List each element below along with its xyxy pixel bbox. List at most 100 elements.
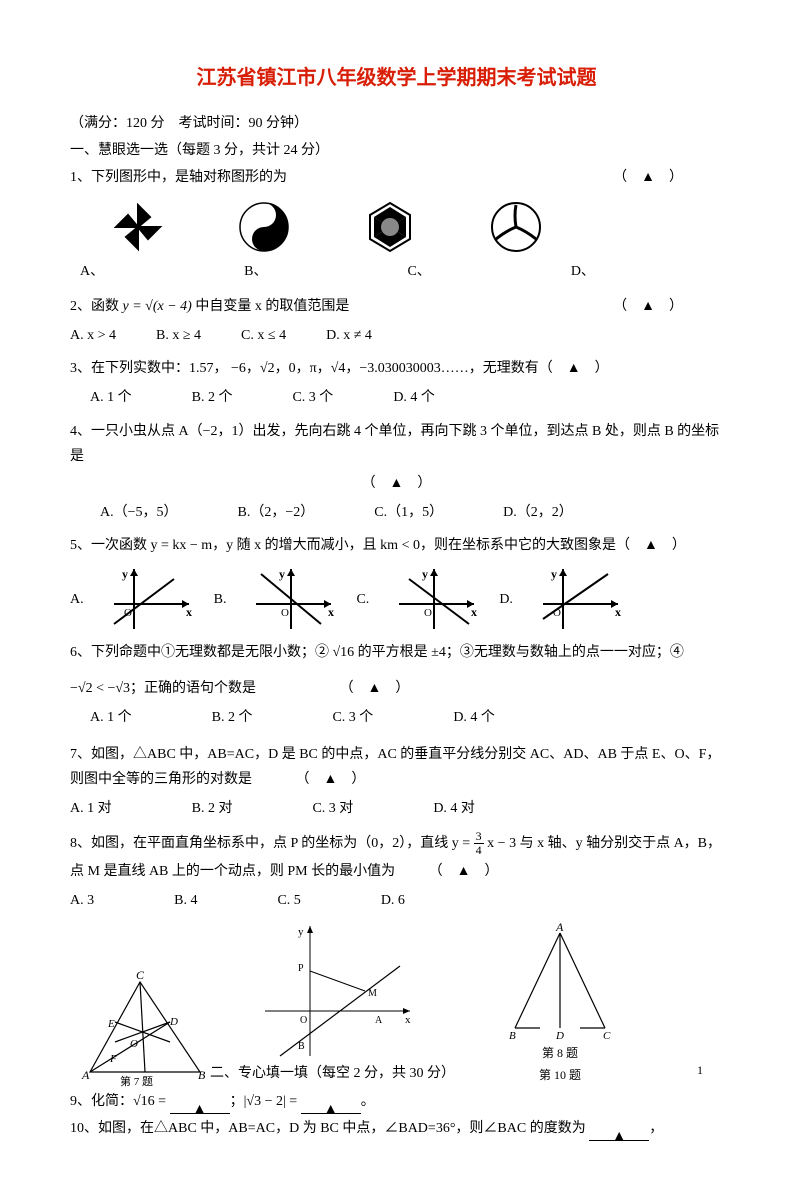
- q7-paren: （ ▲ ）: [296, 772, 366, 787]
- figures-row: C A B E D O F 第 7 题 xy O P M A B 二、专心填一填…: [70, 921, 723, 1086]
- q4-stem: 4、一只小虫从点 A（−2，1）出发，先向右跳 4 个单位，再向下跳 3 个单位…: [70, 419, 723, 469]
- q1-A: A、: [80, 259, 104, 284]
- q1-stem-row: 1、下列图形中，是轴对称图形的为 （ ▲ ）: [70, 165, 723, 190]
- graph-d-icon: xyO: [533, 564, 623, 634]
- svg-text:B: B: [298, 1041, 305, 1052]
- svg-text:B: B: [198, 1068, 206, 1082]
- q6-C: C. 3 个: [332, 705, 373, 730]
- svg-text:D: D: [169, 1016, 178, 1028]
- fig10-label: 第 10 题: [485, 1065, 635, 1087]
- q2-options: A. x > 4 B. x ≥ 4 C. x ≤ 4 D. x ≠ 4: [70, 323, 723, 348]
- svg-text:y: y: [279, 567, 285, 581]
- q4-D: D.（2，2）: [503, 500, 573, 525]
- q6-stem-row-b: −√2 < −√3；正确的语句个数是 （ ▲ ）: [70, 676, 723, 701]
- q5-B: B.: [214, 587, 227, 612]
- svg-text:O: O: [124, 607, 132, 619]
- q7-B: B. 2 对: [192, 796, 233, 821]
- svg-text:B: B: [509, 1030, 516, 1042]
- q9-row: 9、化简：√16 = ▲；|√3 − 2| = ▲。: [70, 1089, 723, 1114]
- q8-C: C. 5: [277, 888, 300, 913]
- svg-text:x: x: [186, 605, 192, 619]
- svg-text:O: O: [130, 1038, 138, 1050]
- q7-stem: 7、如图，△ABC 中，AB=AC，D 是 BC 的中点，AC 的垂直平分线分别…: [70, 747, 720, 787]
- q9-blank-1: ▲: [170, 1097, 230, 1114]
- fig7-icon: C A B E D O F 第 7 题: [70, 967, 220, 1087]
- q8-A: A. 3: [70, 888, 94, 913]
- fig8-label: 第 8 题: [485, 1043, 635, 1065]
- svg-text:O: O: [281, 607, 289, 619]
- q5-stem: 5、一次函数 y = kx − m，y 随 x 的增大而减小，且 km < 0，…: [70, 533, 723, 558]
- q1-D: D、: [571, 259, 595, 284]
- q8-frac-d: 4: [474, 844, 484, 857]
- q9-blank-2: ▲: [301, 1097, 361, 1114]
- q1-stem: 1、下列图形中，是轴对称图形的为: [70, 170, 287, 185]
- page-title: 江苏省镇江市八年级数学上学期期末考试试题: [70, 60, 723, 96]
- q8-stem-a: 8、如图，在平面直角坐标系中，点 P 的坐标为（0，2），直线 y =: [70, 835, 474, 850]
- q4-B: B.（2，−2）: [238, 500, 315, 525]
- q7-C: C. 3 对: [312, 796, 353, 821]
- q3-options: A. 1 个 B. 2 个 C. 3 个 D. 4 个: [90, 385, 723, 410]
- page-number: 1: [697, 1060, 703, 1082]
- q10-stem-a: 10、如图，在△ABC 中，AB=AC，D 为 BC 中点，∠BAD=36°，则…: [70, 1121, 589, 1136]
- q6-stem-a: 6、下列命题中①无理数都是无限小数；② √16 的平方根是 ±4；③无理数与数轴…: [70, 640, 723, 665]
- svg-text:E: E: [107, 1018, 115, 1030]
- q2-C: C. x ≤ 4: [241, 323, 286, 348]
- q1-paren: （ ▲ ）: [613, 165, 683, 190]
- section-2-heading: 二、专心填一填（每空 2 分，共 30 分）: [210, 1061, 455, 1086]
- q8-stem-b: x − 3 与 x 轴、y 轴分别交于点 A，B，: [484, 835, 721, 850]
- q4-A: A.（−5，5）: [100, 500, 178, 525]
- q2-paren: （ ▲ ）: [613, 294, 683, 319]
- q6-D: D. 4 个: [453, 705, 495, 730]
- q10-row: 10、如图，在△ABC 中，AB=AC，D 为 BC 中点，∠BAD=36°，则…: [70, 1116, 723, 1141]
- q2-expr: y = √(x − 4): [123, 299, 192, 314]
- svg-text:x: x: [615, 605, 621, 619]
- q5-graphs: A. xyO B. xyO C. xyO D. xyO: [70, 564, 723, 634]
- q8-D: D. 6: [381, 888, 405, 913]
- q7-options: A. 1 对 B. 2 对 C. 3 对 D. 4 对: [70, 796, 723, 821]
- q4-options: A.（−5，5） B.（2，−2） C.（1，5） D.（2，2）: [100, 500, 723, 525]
- fig10-wrap: A B D C 第 8 题 第 10 题: [485, 923, 635, 1086]
- q8-frac: 34: [474, 830, 484, 857]
- q2-stem-row: 2、函数 y = √(x − 4) 中自变量 x 的取值范围是 （ ▲ ）: [70, 294, 723, 319]
- svg-text:P: P: [298, 963, 304, 974]
- svg-text:C: C: [603, 1030, 611, 1042]
- svg-text:A: A: [555, 923, 564, 934]
- q3-C: C. 3 个: [292, 385, 333, 410]
- svg-text:x: x: [328, 605, 334, 619]
- q3-D: D. 4 个: [393, 385, 435, 410]
- q1-B: B、: [244, 259, 267, 284]
- q9-stem-b: ；|√3 − 2| =: [230, 1094, 301, 1109]
- svg-text:O: O: [300, 1015, 307, 1026]
- q2-A: A. x > 4: [70, 323, 116, 348]
- yinyang-icon: [236, 199, 292, 255]
- q7-D: D. 4 对: [433, 796, 475, 821]
- section-1-heading: 一、慧眼选一选（每题 3 分，共计 24 分）: [70, 138, 723, 163]
- q6-options: A. 1 个 B. 2 个 C. 3 个 D. 4 个: [90, 705, 723, 730]
- graph-c-icon: xyO: [389, 564, 479, 634]
- svg-text:y: y: [551, 567, 557, 581]
- q6-B: B. 2 个: [212, 705, 253, 730]
- q5-D: D.: [499, 587, 513, 612]
- q2-D: D. x ≠ 4: [326, 323, 372, 348]
- q8-frac-n: 3: [474, 830, 484, 844]
- svg-text:A: A: [375, 1015, 383, 1026]
- q8-paren: （ ▲ ）: [429, 864, 499, 879]
- svg-text:O: O: [424, 607, 432, 619]
- q8-stem-row-a: 8、如图，在平面直角坐标系中，点 P 的坐标为（0，2），直线 y = 34 x…: [70, 830, 723, 857]
- svg-text:x: x: [405, 1014, 411, 1026]
- q2-stem-b: 中自变量 x 的取值范围是: [192, 299, 350, 314]
- q8-stem-c: 点 M 是直线 AB 上的一个动点，则 PM 长的最小值为: [70, 864, 395, 879]
- q6-A: A. 1 个: [90, 705, 132, 730]
- fig8-icon: xy O P M A B: [250, 921, 420, 1061]
- fig7-wrap: C A B E D O F 第 7 题: [70, 967, 220, 1087]
- q3-A: A. 1 个: [90, 385, 132, 410]
- svg-text:y: y: [422, 567, 428, 581]
- q5-A: A.: [70, 587, 84, 612]
- graph-a-icon: xyO: [104, 564, 194, 634]
- q10-stem-b: ，: [649, 1121, 663, 1136]
- svg-text:C: C: [136, 968, 145, 982]
- q3-stem: 3、在下列实数中：1.57， −6，√2，0，π，√4，−3.030030003…: [70, 356, 723, 381]
- fig10-icon: A B D C: [485, 923, 635, 1043]
- q9-stem-a: 9、化简：√16 =: [70, 1094, 170, 1109]
- q6-paren: （ ▲ ）: [340, 681, 410, 696]
